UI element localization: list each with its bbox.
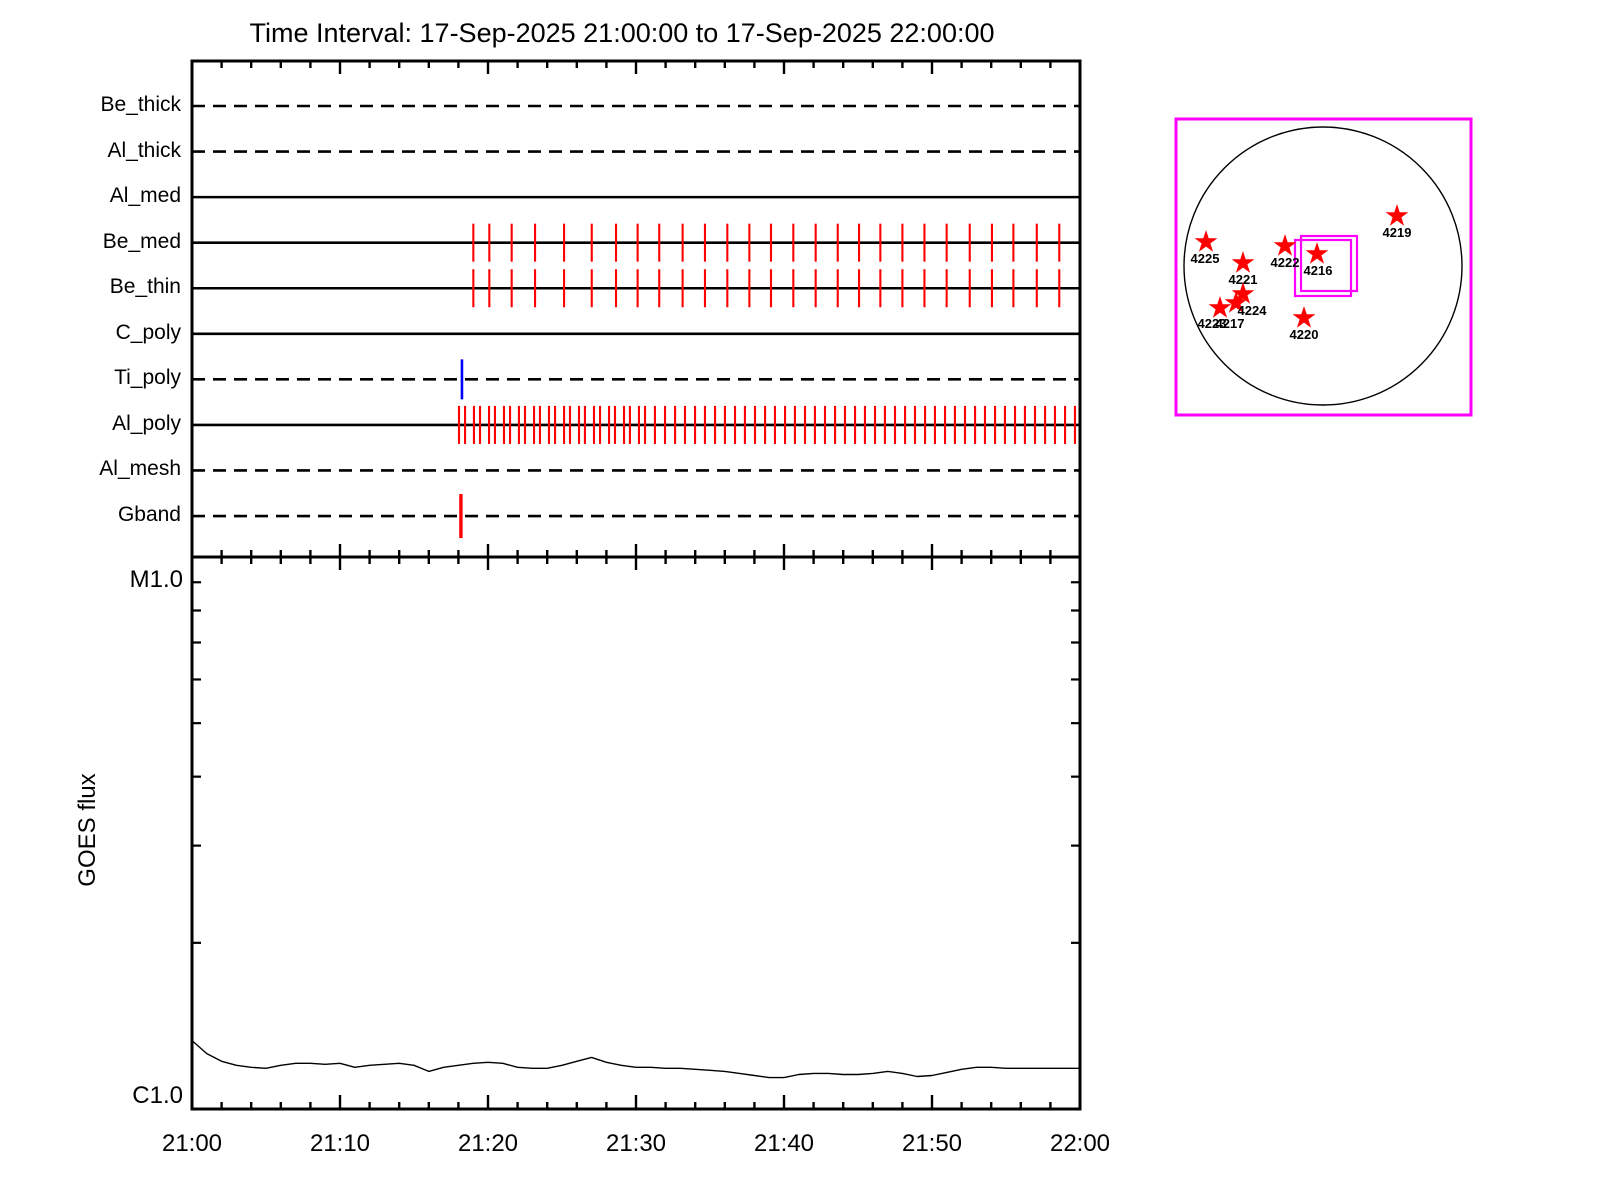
active-region-star-4219 xyxy=(1385,204,1409,226)
filter-row-label-al-poly: Al_poly xyxy=(112,411,181,435)
filter-row-label-gband: Gband xyxy=(117,503,181,527)
active-region-label-4216: 4216 xyxy=(1303,263,1333,278)
active-region-label-4225: 4225 xyxy=(1190,251,1220,266)
goes-flux-plot xyxy=(190,555,1082,1111)
xtick-label-2140: 21:40 xyxy=(753,1130,815,1157)
xtick-label-2100: 21:00 xyxy=(161,1130,223,1157)
active-region-star-4220 xyxy=(1292,306,1316,328)
goes-y-axis-title: GOES flux xyxy=(74,773,101,887)
goes-flux-curve xyxy=(191,1040,1080,1079)
xrt-fov-box xyxy=(1293,238,1353,298)
active-region-star-4216 xyxy=(1305,242,1329,264)
filter-row-label-al-thick: Al_thick xyxy=(107,138,181,162)
filter-row-label-c-poly: C_poly xyxy=(115,320,181,344)
active-region-label-4223: 4223 xyxy=(1197,316,1227,331)
active-region-label-4219: 4219 xyxy=(1382,225,1412,240)
event-ticks-Be_thin xyxy=(472,269,1061,308)
xtick-label-2120: 21:20 xyxy=(457,1130,519,1157)
active-region-star-4222 xyxy=(1273,234,1297,256)
xtick-label-2110: 21:10 xyxy=(309,1130,371,1157)
filter-row-label-al-med: Al_med xyxy=(109,184,181,208)
active-region-star-4225 xyxy=(1194,230,1218,252)
active-region-label-4221: 4221 xyxy=(1228,272,1258,287)
solar-limb-circle xyxy=(1183,126,1463,406)
active-region-star-4217 xyxy=(1224,291,1248,313)
goes-ytick-bottom-label: C1.0 xyxy=(132,1082,183,1109)
active-region-label-4224: 4224 xyxy=(1237,303,1267,318)
active-region-star-4224 xyxy=(1231,282,1255,304)
solar-map-plot xyxy=(1174,117,1473,417)
filter-row-label-be-thick: Be_thick xyxy=(100,93,181,116)
filter-timeline-plot xyxy=(190,59,1082,559)
filter-row-label-al-mesh: Al_mesh xyxy=(99,457,181,481)
active-region-label-4222: 4222 xyxy=(1270,255,1300,270)
filter-row-label-ti-poly: Ti_poly xyxy=(114,366,181,390)
goes-ytick-top-label: M1.0 xyxy=(129,566,183,593)
xrt-fov-box xyxy=(1299,234,1359,293)
map-frame xyxy=(1174,117,1473,417)
active-region-label-4217: 4217 xyxy=(1215,316,1245,331)
xtick-label-2200: 22:00 xyxy=(1049,1130,1111,1157)
xtick-label-2130: 21:30 xyxy=(605,1130,667,1157)
active-region-star-4221 xyxy=(1231,251,1255,273)
active-region-label-4220: 4220 xyxy=(1289,327,1319,342)
xtick-label-2150: 21:50 xyxy=(901,1130,963,1157)
filter-row-label-be-med: Be_med xyxy=(102,229,181,253)
event-ticks-Be_med xyxy=(472,223,1061,262)
filter-row-label-be-thin: Be_thin xyxy=(109,275,181,299)
active-region-star-4223 xyxy=(1208,296,1232,318)
event-ticks-Al_poly xyxy=(457,405,1077,444)
page-title: Time Interval: 17-Sep-2025 21:00:00 to 1… xyxy=(249,18,995,48)
